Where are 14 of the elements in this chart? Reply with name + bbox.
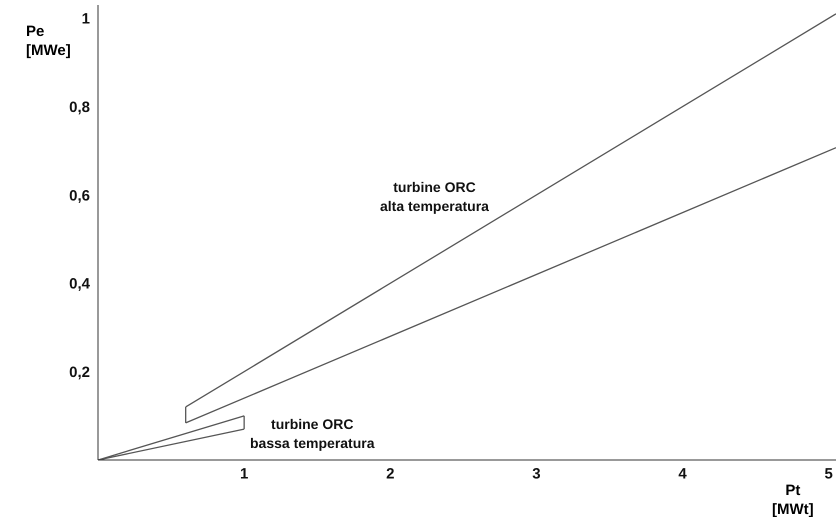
x-tick-label: 1 <box>240 466 248 483</box>
y-tick-label: 0,6 <box>69 187 90 204</box>
x-axis-title: Pt [MWt] <box>772 481 814 517</box>
y-tick-label: 1 <box>82 10 90 28</box>
annotation: turbine ORC alta temperatura <box>380 178 489 216</box>
x-tick-label: 4 <box>678 466 688 483</box>
x-tick-label: 2 <box>386 466 394 483</box>
x-tick-label: 5 <box>824 466 833 483</box>
y-tick-label: 0,4 <box>69 276 91 293</box>
y-tick-label: 0,2 <box>69 364 90 381</box>
x-tick-label: 3 <box>532 466 541 483</box>
y-tick-label: 0,8 <box>69 98 90 116</box>
y-axis-title: Pe [MWe] <box>26 22 71 60</box>
annotation: turbine ORC bassa temperatura <box>250 415 375 453</box>
